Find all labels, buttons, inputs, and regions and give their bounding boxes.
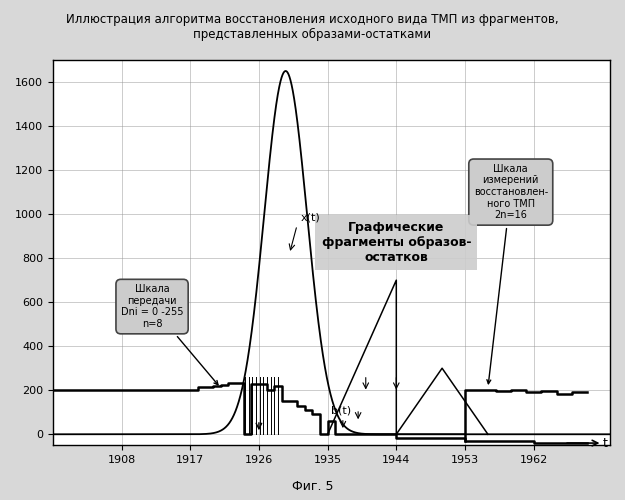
Text: Шкала
измерений
восстановлен-
ного ТМП
2n=16: Шкала измерений восстановлен- ного ТМП 2… [474, 164, 548, 384]
Text: Шкала
передачи
Dni = 0 -255
n=8: Шкала передачи Dni = 0 -255 n=8 [121, 284, 218, 384]
Text: t: t [602, 436, 608, 450]
Text: представленных образами-остатками: представленных образами-остатками [194, 28, 431, 40]
Text: b(t): b(t) [331, 406, 351, 415]
Text: Графические
фрагменты образов-
остатков: Графические фрагменты образов- остатков [321, 221, 471, 264]
Text: Фиг. 5: Фиг. 5 [292, 480, 333, 492]
Text: Иллюстрация алгоритма восстановления исходного вида ТМП из фрагментов,: Иллюстрация алгоритма восстановления исх… [66, 12, 559, 26]
Text: x(t): x(t) [301, 213, 321, 223]
